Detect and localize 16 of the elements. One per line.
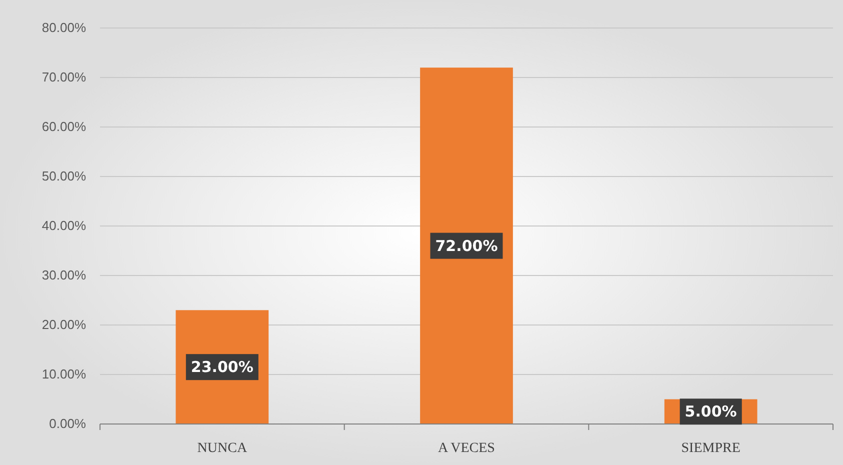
y-tick-label: 10.00% <box>42 366 86 382</box>
y-tick-label: 60.00% <box>42 119 86 134</box>
y-tick-label: 80.00% <box>42 20 86 36</box>
y-tick-label: 40.00% <box>42 218 86 234</box>
y-tick-label: 0.00% <box>49 416 86 432</box>
x-tick-label: NUNCA <box>197 440 248 456</box>
y-tick-label: 50.00% <box>42 168 86 184</box>
y-tick-label: 20.00% <box>42 317 86 332</box>
bar <box>420 68 513 424</box>
x-tick-label: SIEMPRE <box>681 440 740 456</box>
x-tick-label: A VECES <box>438 440 495 456</box>
y-tick-label: 30.00% <box>42 268 86 283</box>
data-label: 72.00% <box>435 236 498 255</box>
data-label: 5.00% <box>684 402 737 421</box>
data-label: 23.00% <box>190 358 254 376</box>
y-tick-label: 70.00% <box>42 70 86 85</box>
